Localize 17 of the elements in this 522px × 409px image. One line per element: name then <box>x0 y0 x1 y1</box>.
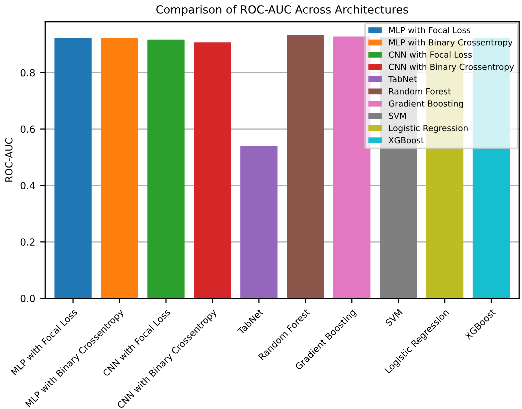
chart-title: Comparison of ROC-AUC Across Architectures <box>156 5 408 16</box>
y-tick-label: 0.8 <box>20 69 36 77</box>
legend-label: XGBoost <box>388 137 424 144</box>
legend-label: MLP with Binary Crossentropy <box>389 39 513 48</box>
y-tick-label: 0.0 <box>20 295 36 302</box>
legend-label: CNN with Binary Crossentropy <box>389 64 514 72</box>
legend-label: CNN with Focal Loss <box>389 52 472 58</box>
legend-label: TabNet <box>388 76 418 82</box>
y-tick-label: 0.2 <box>20 238 35 246</box>
y-axis-title: ROC-AUC <box>5 138 13 182</box>
legend-label: MLP with Focal Loss <box>389 27 471 34</box>
y-tick-label: 0.4 <box>20 182 36 190</box>
legend-label: Logistic Regression <box>389 124 468 134</box>
legend-label: Gradient Boosting <box>389 100 464 109</box>
y-tick-label: 0.6 <box>20 126 36 134</box>
legend-label: Random Forest <box>389 88 452 95</box>
legend-label: SVM <box>389 112 406 120</box>
